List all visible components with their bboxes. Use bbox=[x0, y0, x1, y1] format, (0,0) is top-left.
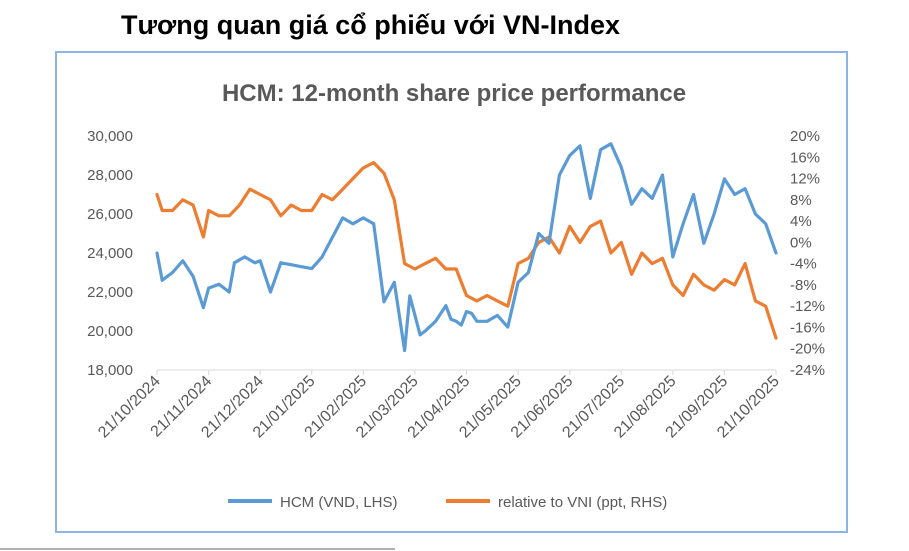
legend: HCM (VND, LHS) relative to VNI (ppt, RHS) bbox=[228, 494, 667, 511]
y-right-tick-label: -4% bbox=[790, 256, 817, 273]
bottom-divider bbox=[0, 548, 395, 550]
series-line-hcm bbox=[155, 142, 778, 353]
page-heading: Tương quan giá cổ phiếu với VN-Index bbox=[121, 10, 620, 40]
chart-title: HCM: 12-month share price performance bbox=[222, 80, 686, 107]
y-left-tick-label: 20,000 bbox=[87, 323, 133, 340]
y-right-tick-label: 0% bbox=[790, 234, 812, 251]
axes-layer: 21/10/202421/11/202421/12/202421/01/2025… bbox=[87, 128, 825, 441]
y-right-tick-label: -8% bbox=[790, 277, 817, 294]
y-left-tick-label: 18,000 bbox=[87, 362, 133, 379]
y-right-tick-label: 4% bbox=[790, 213, 812, 230]
legend-item-relative-vni-label: relative to VNI (ppt, RHS) bbox=[498, 494, 667, 511]
chart-frame: HCM: 12-month share price performance 21… bbox=[55, 51, 848, 533]
y-right-tick-label: 16% bbox=[790, 149, 820, 166]
y-right-tick-label: -20% bbox=[790, 341, 825, 358]
y-right-tick-label: -12% bbox=[790, 298, 825, 315]
y-right-tick-label: 12% bbox=[790, 171, 820, 188]
legend-item-hcm-label: HCM (VND, LHS) bbox=[280, 494, 398, 511]
y-left-tick-label: 24,000 bbox=[87, 245, 133, 262]
y-right-tick-label: 20% bbox=[790, 128, 820, 145]
y-left-tick-label: 22,000 bbox=[87, 284, 133, 301]
chart-svg: HCM: 12-month share price performance 21… bbox=[87, 80, 825, 511]
y-left-tick-label: 30,000 bbox=[87, 128, 133, 145]
series-layer bbox=[155, 142, 778, 353]
series-line-relative-vni bbox=[155, 160, 778, 340]
y-left-tick-label: 26,000 bbox=[87, 206, 133, 223]
y-left-tick-label: 28,000 bbox=[87, 167, 133, 184]
y-right-tick-label: -24% bbox=[790, 362, 825, 379]
y-right-tick-label: 8% bbox=[790, 192, 812, 209]
y-right-tick-label: -16% bbox=[790, 319, 825, 336]
